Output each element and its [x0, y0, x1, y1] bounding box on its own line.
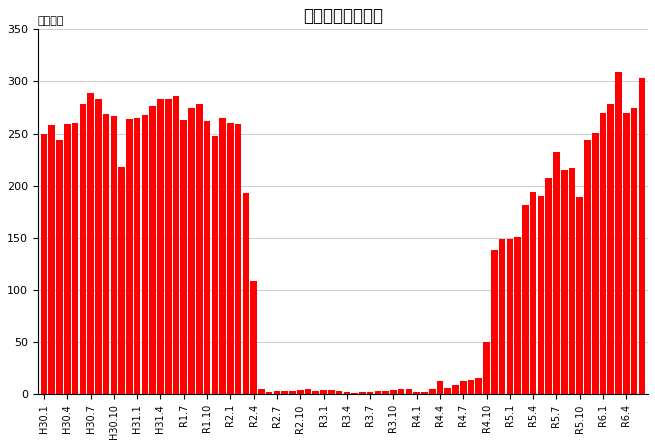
Bar [181, 120, 187, 394]
Bar [258, 389, 265, 394]
Bar [421, 392, 428, 394]
Bar [134, 118, 140, 394]
Bar [390, 390, 397, 394]
Bar [615, 72, 622, 394]
Bar [79, 104, 86, 394]
Bar [48, 125, 55, 394]
Bar [41, 134, 47, 394]
Bar [476, 378, 482, 394]
Bar [506, 239, 513, 394]
Bar [328, 390, 335, 394]
Bar [72, 123, 79, 394]
Bar [383, 391, 389, 394]
Bar [196, 104, 202, 394]
Text: （万人）: （万人） [38, 16, 64, 25]
Bar [452, 385, 458, 394]
Bar [305, 389, 311, 394]
Bar [398, 389, 404, 394]
Bar [468, 380, 474, 394]
Bar [111, 116, 117, 394]
Bar [631, 107, 637, 394]
Bar [119, 167, 125, 394]
Bar [514, 237, 521, 394]
Bar [359, 392, 365, 394]
Bar [592, 132, 599, 394]
Bar [405, 389, 412, 394]
Bar [483, 342, 490, 394]
Bar [204, 121, 210, 394]
Bar [95, 99, 102, 394]
Bar [639, 78, 645, 394]
Bar [607, 104, 614, 394]
Bar [289, 391, 296, 394]
Bar [499, 239, 506, 394]
Bar [584, 140, 591, 394]
Bar [538, 196, 544, 394]
Bar [600, 113, 607, 394]
Bar [234, 124, 242, 394]
Bar [413, 392, 420, 394]
Bar [312, 391, 319, 394]
Bar [219, 118, 226, 394]
Bar [375, 391, 381, 394]
Bar [227, 123, 234, 394]
Bar [437, 381, 443, 394]
Bar [282, 391, 288, 394]
Bar [546, 178, 552, 394]
Bar [87, 93, 94, 394]
Bar [141, 115, 148, 394]
Bar [429, 389, 436, 394]
Bar [149, 107, 156, 394]
Bar [56, 140, 63, 394]
Bar [64, 124, 71, 394]
Bar [336, 391, 343, 394]
Bar [561, 170, 567, 394]
Bar [157, 99, 164, 394]
Bar [460, 381, 466, 394]
Bar [351, 393, 358, 394]
Title: 訪日外客数の推移: 訪日外客数の推移 [303, 7, 383, 25]
Bar [576, 197, 583, 394]
Bar [367, 392, 373, 394]
Bar [103, 114, 109, 394]
Bar [212, 136, 218, 394]
Bar [242, 193, 249, 394]
Bar [320, 390, 327, 394]
Bar [343, 392, 350, 394]
Bar [553, 153, 560, 394]
Bar [188, 107, 195, 394]
Bar [297, 390, 303, 394]
Bar [569, 168, 575, 394]
Bar [491, 251, 498, 394]
Bar [126, 119, 133, 394]
Bar [623, 113, 629, 394]
Bar [530, 192, 536, 394]
Bar [165, 99, 172, 394]
Bar [266, 392, 272, 394]
Bar [274, 391, 280, 394]
Bar [445, 388, 451, 394]
Bar [522, 205, 529, 394]
Bar [173, 96, 179, 394]
Bar [250, 281, 257, 394]
